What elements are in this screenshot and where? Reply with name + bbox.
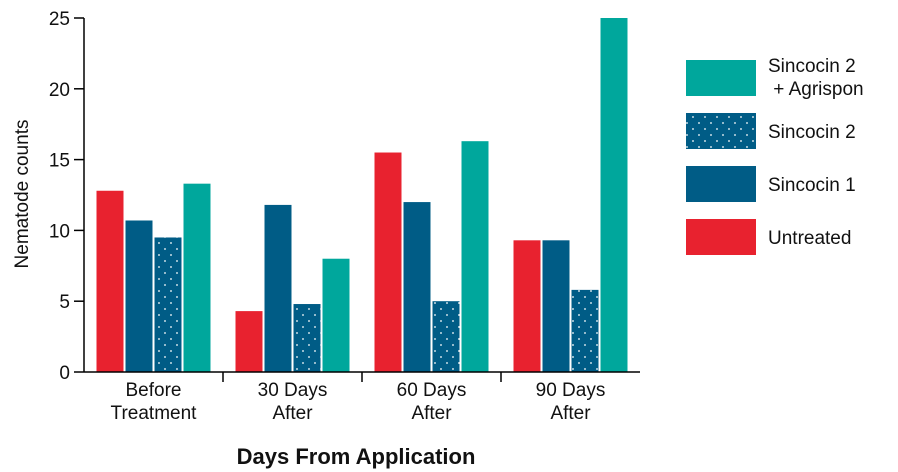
bar-sincocin-1-2 xyxy=(264,204,292,372)
x-category-label: After xyxy=(272,403,313,424)
legend-label: Sincocin 1 xyxy=(768,175,856,196)
x-category-label: After xyxy=(550,403,591,424)
y-ticks-group: 0 5 10 15 20 25 xyxy=(49,9,84,384)
y-axis-title: Nematode counts xyxy=(12,120,33,269)
bar-untreated-1 xyxy=(96,190,124,372)
bar-sincocin-2-agrispon-1 xyxy=(183,183,211,372)
bar-sincocin-1-3 xyxy=(403,202,431,372)
legend-swatch-sincocin-2 xyxy=(686,113,756,149)
y-tick-label: 15 xyxy=(49,151,70,172)
bar-sincocin-2-agrispon-2 xyxy=(322,258,350,372)
legend-swatch-sincocin-2-agrispon xyxy=(686,60,756,96)
legend-label: Sincocin 2 xyxy=(768,122,856,143)
bar-untreated-4 xyxy=(513,240,541,372)
x-axis-title: Days From Application xyxy=(237,444,476,469)
x-category-label: After xyxy=(411,403,452,424)
legend-swatch-sincocin-1 xyxy=(686,166,756,202)
bars-group xyxy=(96,18,628,372)
y-tick-label: 0 xyxy=(59,363,70,384)
bar-sincocin-1-1 xyxy=(125,220,153,372)
bar-sincocin-2-2 xyxy=(293,304,321,372)
x-category-label: Treatment xyxy=(111,403,198,424)
y-tick-label: 20 xyxy=(49,80,70,101)
legend-label: Untreated xyxy=(768,228,851,249)
bar-untreated-2 xyxy=(235,311,263,372)
legend-swatch-untreated xyxy=(686,219,756,255)
x-category-label: Before xyxy=(126,380,182,401)
bar-sincocin-2-agrispon-4 xyxy=(600,18,628,372)
bar-sincocin-2-4 xyxy=(571,289,599,372)
y-tick-label: 5 xyxy=(59,292,70,313)
bar-sincocin-1-4 xyxy=(542,240,570,372)
y-tick-label: 25 xyxy=(49,9,70,30)
x-category-label: 30 Days xyxy=(258,380,328,401)
y-tick-label: 10 xyxy=(49,221,70,242)
x-category-label: 60 Days xyxy=(397,380,467,401)
bar-untreated-3 xyxy=(374,152,402,372)
x-category-label: 90 Days xyxy=(536,380,606,401)
bar-sincocin-2-agrispon-3 xyxy=(461,141,489,372)
legend-label: + Agrispon xyxy=(768,79,864,100)
bar-sincocin-2-1 xyxy=(154,237,182,372)
legend-label: Sincocin 2 xyxy=(768,56,856,77)
bar-sincocin-2-3 xyxy=(432,301,460,372)
